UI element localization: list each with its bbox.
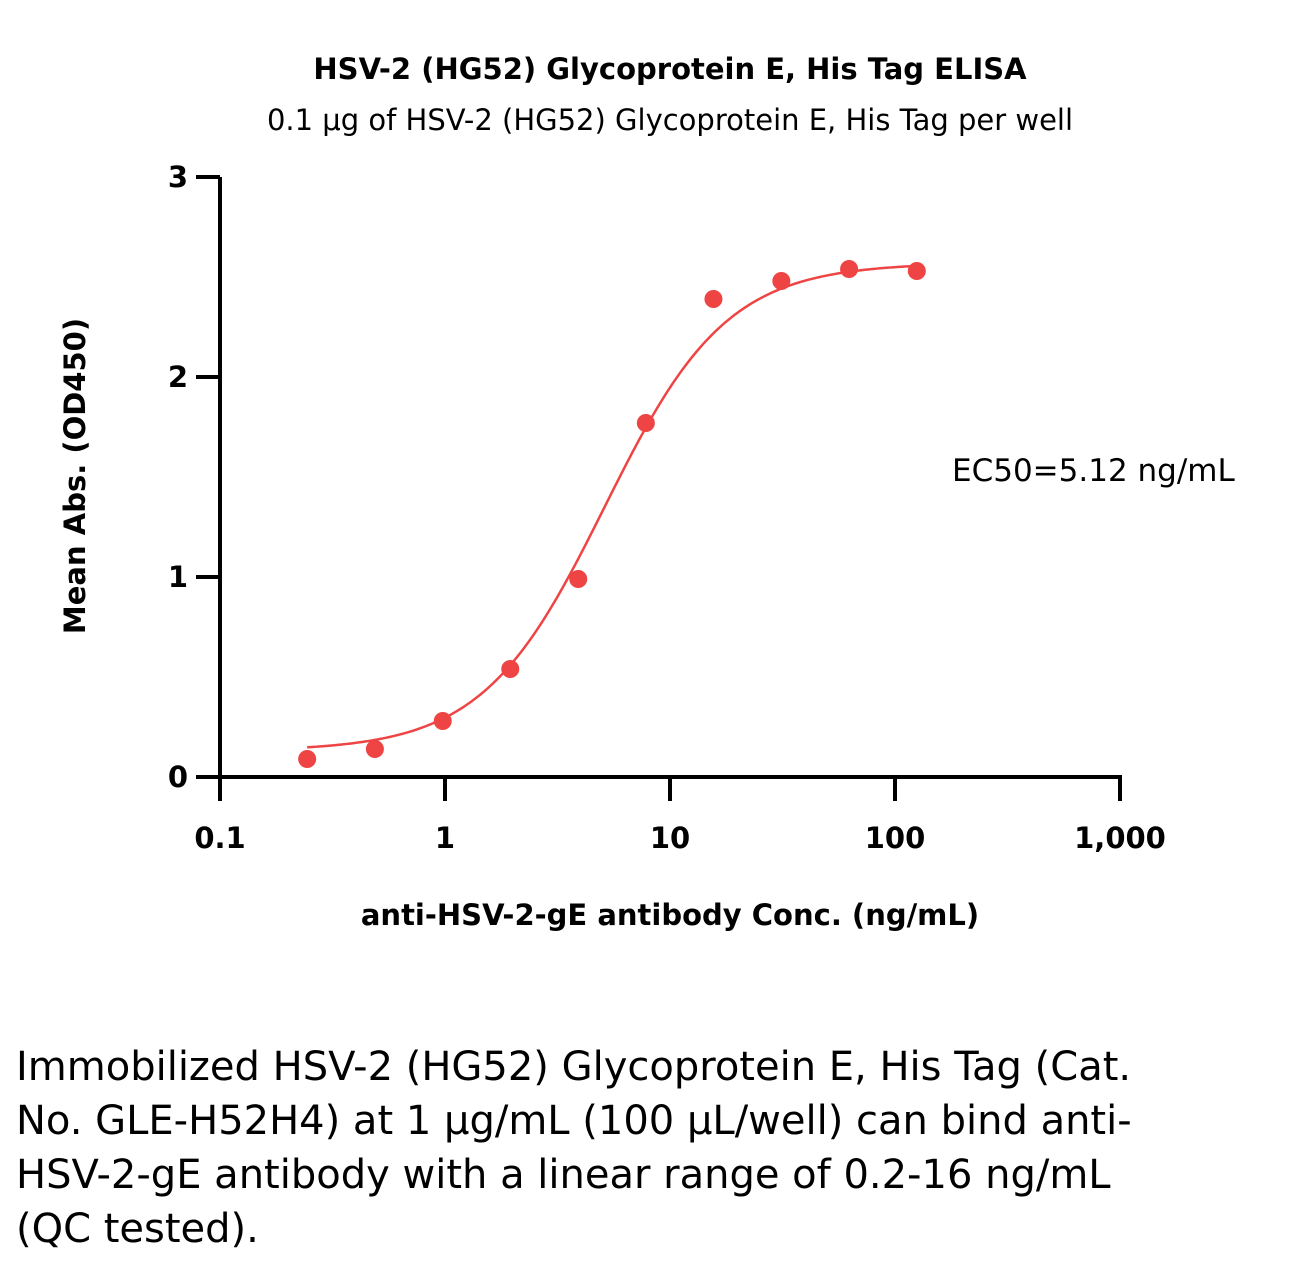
- data-point: [636, 414, 655, 432]
- data-point: [907, 262, 926, 280]
- data-point: [840, 260, 859, 278]
- y-axis-label: Mean Abs. (OD450): [58, 318, 92, 634]
- fit-curve: [307, 264, 917, 749]
- data-point: [704, 290, 723, 308]
- chart-subtitle: 0.1 μg of HSV-2 (HG52) Glycoprotein E, H…: [267, 103, 1073, 137]
- data-point: [365, 740, 384, 758]
- chart-axes: 0 1 2 3 0.1 1 10 100 1,000: [168, 160, 1166, 855]
- x-axis-label: anti-HSV-2-gE antibody Conc. (ng/mL): [361, 898, 979, 932]
- y-tick-label: 2: [168, 360, 188, 394]
- elisa-chart: HSV-2 (HG52) Glycoprotein E, His Tag ELI…: [58, 52, 1235, 932]
- figure-caption: Immobilized HSV-2 (HG52) Glycoprotein E,…: [16, 1044, 1132, 1252]
- ec50-annotation: EC50=5.12 ng/mL: [952, 453, 1235, 489]
- chart-title: HSV-2 (HG52) Glycoprotein E, His Tag ELI…: [313, 52, 1027, 86]
- x-tick-label: 10: [650, 821, 690, 855]
- data-points-group: [298, 260, 926, 768]
- x-tick-label: 1: [435, 821, 455, 855]
- y-tick-label: 3: [168, 160, 188, 194]
- x-tick-label: 1,000: [1074, 821, 1166, 855]
- data-point: [433, 712, 452, 730]
- data-point: [501, 660, 520, 678]
- fit-curve-group: [307, 264, 917, 749]
- x-tick-label: 0.1: [194, 821, 245, 855]
- data-point: [772, 272, 791, 290]
- y-tick-label: 1: [168, 560, 188, 594]
- x-tick-label: 100: [865, 821, 926, 855]
- y-tick-label: 0: [168, 760, 188, 794]
- data-point: [298, 750, 317, 768]
- data-point: [569, 570, 588, 588]
